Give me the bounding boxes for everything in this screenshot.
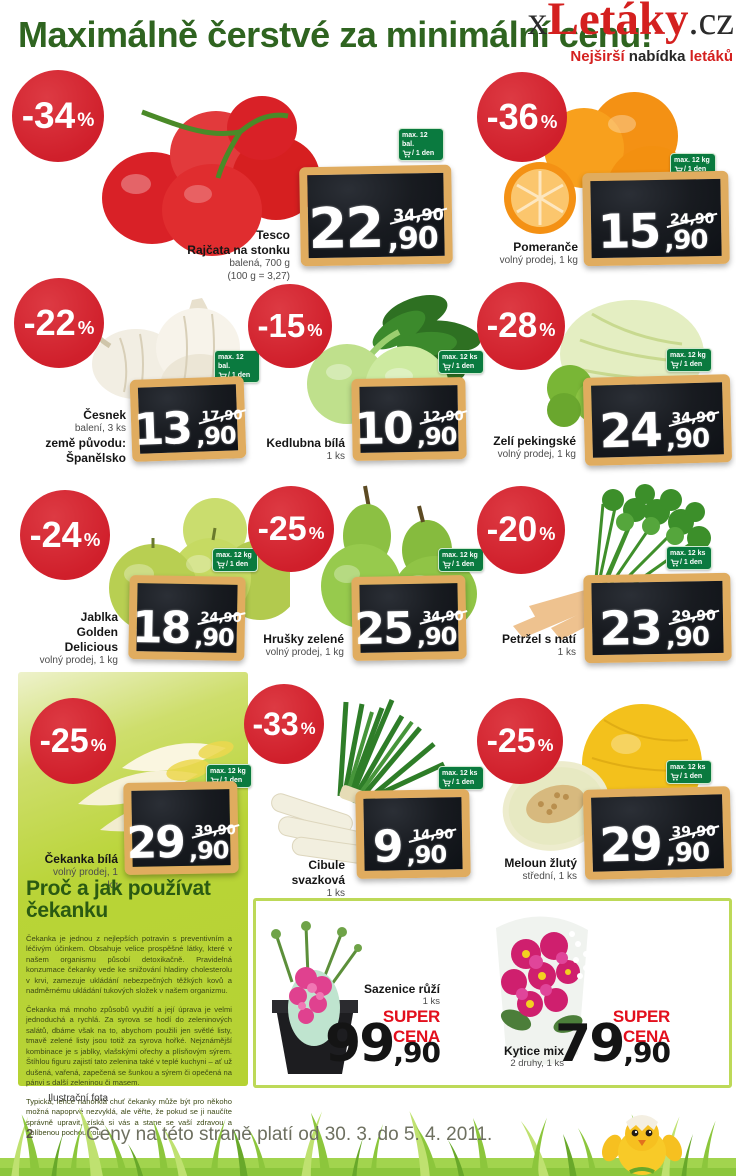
price-tag: 24 34,90,90	[582, 374, 733, 466]
cart-icon	[402, 150, 411, 158]
validity-text: Ceny na této straně platí od 30. 3. do 5…	[86, 1124, 493, 1145]
discount-badge: -34%	[12, 70, 104, 162]
super-cena-label: SUPER CENA	[382, 1007, 440, 1046]
deal-label: Sazenice růží 1 ks	[363, 982, 440, 1008]
product-label: Tesco Rajčata na stonku balená, 700 g (1…	[187, 228, 290, 282]
article-paragraph: Typická, lehce nahořklá chuť čekanky můž…	[26, 1096, 232, 1137]
discount-badge: -28%	[477, 282, 565, 370]
price-tag: 29 39,90,90	[582, 786, 733, 880]
cart-icon	[670, 559, 679, 567]
price-tag: 25 34,90,90	[351, 575, 467, 661]
product-label: Petržel s natí 1 ks	[501, 632, 576, 658]
price-tag: 9 14,90,90	[355, 789, 471, 879]
price-tag: 29 39,90,90	[123, 781, 239, 875]
price-tag: 15 24,90,90	[582, 170, 730, 267]
price-tag: 23 29,90,90	[583, 572, 732, 664]
cart-icon	[442, 561, 451, 569]
grass-decoration	[0, 1107, 736, 1176]
spring-onions-photo	[271, 699, 446, 866]
discount-badge: -25%	[477, 698, 563, 784]
super-cena-label: SUPER CENA	[612, 1007, 670, 1046]
cart-icon	[442, 779, 451, 787]
discount-badge: -33%	[244, 684, 324, 764]
discount-badge: -25%	[30, 698, 116, 784]
letaky-logo[interactable]: xLetáky.cz	[527, 0, 734, 45]
product-label: Zelí pekingské volný prodej, 1 kg	[493, 434, 576, 460]
cart-icon	[442, 363, 451, 371]
article-paragraph: Čekanka je jednou z nejlepších potravin …	[26, 934, 232, 996]
illustrative-photos-note: Ilustrační fota	[48, 1093, 109, 1104]
price-tag: 18 24,90,90	[128, 574, 246, 662]
cart-icon	[670, 361, 679, 369]
discount-badge: -20%	[477, 486, 565, 574]
deal-price: 79,90	[555, 1014, 671, 1074]
product-label: Kedlubna bílá 1 ks	[266, 436, 345, 462]
product-label: Cibule svazková 1 ks	[291, 858, 345, 899]
article-body: Čekanka je jednou z nejlepších potravin …	[26, 934, 232, 1146]
bouquet-mix-photo	[496, 916, 589, 1065]
easter-chick-icon	[601, 1115, 683, 1175]
purchase-limit-badge: max. 12 kg/ 1 den	[666, 348, 712, 373]
purchase-limit-badge: max. 12 kg/ 1 den	[206, 764, 252, 789]
deal-price: 99,90	[325, 1014, 441, 1074]
article-paragraph: Čekanka má mnoho způsobů využití a její …	[26, 1004, 232, 1088]
purchase-limit-badge: max. 12 kg/ 1 den	[212, 548, 258, 573]
logo-tagline: Nejširší nabídka letáků	[570, 48, 733, 65]
rose-seedling-photo	[271, 921, 362, 1074]
discount-badge: -15%	[248, 284, 332, 368]
purchase-limit-badge: max. 12 kg/ 1 den	[438, 548, 484, 573]
price-tag: 22 34,90,90	[299, 164, 453, 267]
purchase-limit-badge: max. 12 ks/ 1 den	[438, 350, 484, 375]
product-label: Česnek balení, 3 ks země původu: Španěls…	[45, 408, 126, 465]
article-title: Proč a jak používat čekanku	[26, 877, 211, 923]
purchase-limit-badge: max. 12 bal./ 1 den	[214, 350, 260, 384]
price-tag: 13 17,90,90	[129, 376, 247, 462]
cart-icon	[670, 773, 679, 781]
product-label: Čekanka bílá volný prodej, 1 kg	[44, 852, 118, 891]
page-title: Maximálně čerstvé za minimální cenu!	[18, 14, 653, 55]
purchase-limit-badge: max. 12 kg/ 1 den	[670, 153, 716, 178]
purchase-limit-badge: max. 12 ks/ 1 den	[666, 546, 712, 571]
purchase-limit-badge: max. 12 bal./ 1 den	[398, 128, 444, 162]
deal-label: Kytice mix 2 druhy, 1 ks	[503, 1044, 564, 1070]
cart-icon	[216, 561, 225, 569]
discount-badge: -36%	[477, 72, 567, 162]
tomatoes-photo	[102, 96, 320, 256]
product-label: Hrušky zelené volný prodej, 1 kg	[263, 632, 344, 658]
page-number: 2	[26, 1126, 34, 1141]
purchase-limit-badge: max. 12 ks/ 1 den	[438, 766, 484, 791]
product-label: Pomeranče volný prodej, 1 kg	[499, 240, 578, 266]
discount-badge: -22%	[14, 278, 104, 368]
product-label: Meloun žlutý střední, 1 ks	[504, 856, 577, 882]
discount-badge: -25%	[248, 486, 334, 572]
parsley-photo	[513, 484, 711, 640]
price-tag: 10 12,90,90	[351, 377, 467, 461]
purchase-limit-badge: max. 12 ks/ 1 den	[666, 760, 712, 785]
discount-badge: -24%	[20, 490, 110, 580]
product-label: Jablka Golden Delicious volný prodej, 1 …	[39, 610, 118, 666]
